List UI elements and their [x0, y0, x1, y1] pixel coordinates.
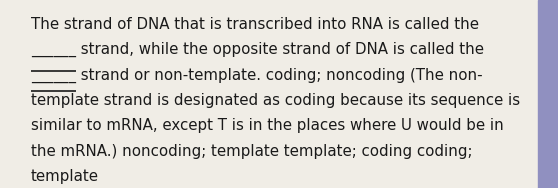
Text: The strand of DNA that is transcribed into RNA is called the: The strand of DNA that is transcribed in… — [31, 17, 479, 32]
Bar — [538, 0, 558, 188]
Text: ______: ______ — [31, 68, 76, 83]
Text: the mRNA.) noncoding; template template; coding coding;: the mRNA.) noncoding; template template;… — [31, 144, 472, 159]
Text: strand or non-template. coding; noncoding (The non-: strand or non-template. coding; noncodin… — [76, 68, 482, 83]
Text: similar to mRNA, except T is in the places where U would be in: similar to mRNA, except T is in the plac… — [31, 118, 503, 133]
Text: ______: ______ — [31, 42, 76, 57]
Text: template strand is designated as coding because its sequence is: template strand is designated as coding … — [31, 93, 520, 108]
Text: strand, while the opposite strand of DNA is called the: strand, while the opposite strand of DNA… — [76, 42, 484, 57]
Text: template: template — [31, 169, 99, 184]
